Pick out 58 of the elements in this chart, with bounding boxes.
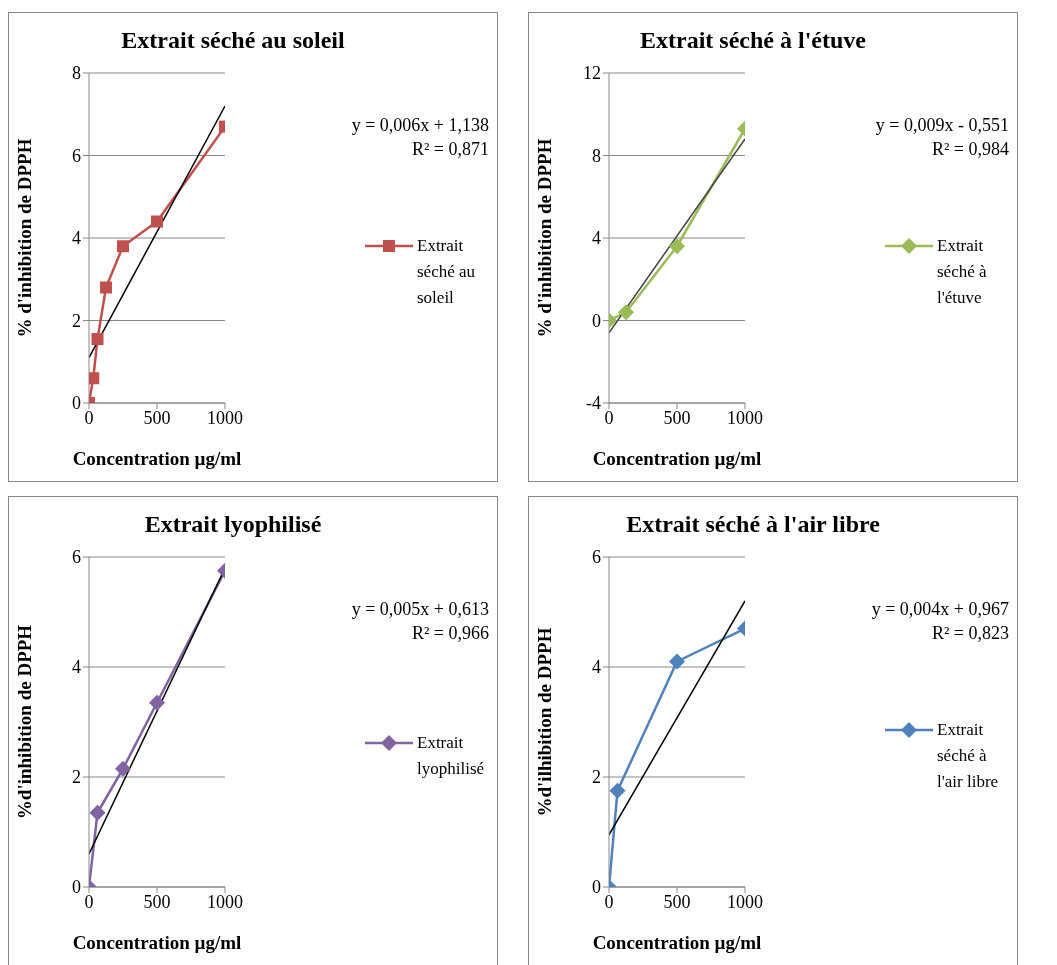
y-tick-label: 0: [72, 393, 81, 414]
y-tick-label: 4: [72, 228, 81, 249]
point: [100, 281, 112, 294]
y-tick-label: 0: [72, 877, 81, 898]
text: y = 0,005x + 0,613: [351, 598, 489, 621]
y-axis-title: %d'ilhibition de DPPH: [533, 627, 555, 817]
x-tick-label: 1000: [727, 891, 763, 912]
x-tick-label: 500: [143, 891, 171, 912]
point: [117, 240, 129, 253]
x-tick-label: 1000: [207, 891, 243, 912]
x-axis-title: Concentration µg/ml: [592, 448, 762, 469]
x-axis-title: Concentration µg/ml: [592, 932, 762, 953]
text: R² = 0,823: [930, 622, 1009, 645]
y-tick-label: 0: [592, 877, 601, 898]
text: y = 0,009x - 0,551: [875, 114, 1009, 137]
y-tick-label: -4: [586, 393, 601, 414]
legend-label: Extrait séché à l'étuve: [937, 234, 988, 309]
y-tick-label: 8: [72, 63, 81, 84]
point: [91, 333, 104, 346]
point: [89, 372, 100, 385]
y-tick-label: 4: [592, 657, 601, 678]
text: R² = 0,966: [410, 622, 489, 645]
y-tick-label: 12: [583, 63, 601, 84]
y-tick-label: 6: [72, 145, 81, 166]
legend-label: Extrait lyophilisé: [417, 731, 485, 780]
y-tick-label: 0: [592, 310, 601, 331]
x-tick-label: 1000: [207, 407, 243, 428]
y-tick-label: 2: [72, 767, 81, 788]
x-axis-title: Concentration µg/ml: [72, 932, 242, 953]
y-tick-label: 4: [72, 657, 81, 678]
chart-title: Extrait séché à l'air libre: [625, 510, 881, 539]
point: [115, 760, 131, 777]
y-axis-title: % d'inhibition de DPPH: [13, 138, 35, 338]
text: R² = 0,984: [930, 138, 1009, 161]
y-tick-label: 6: [592, 547, 601, 568]
chart-title: Extrait séché à l'étuve: [639, 26, 867, 55]
y-tick-label: 2: [72, 310, 81, 331]
y-tick-label: 2: [592, 767, 601, 788]
y-axis-title: %d'inhibition de DPPH: [13, 624, 35, 820]
chart-title: Extrait séché au soleil: [120, 26, 346, 55]
legend-label: Extrait séché à l'air libre: [937, 718, 1000, 793]
legend-label: Extrait séché au soleil: [417, 234, 477, 309]
point: [151, 215, 163, 228]
text: y = 0,006x + 1,138: [351, 114, 489, 137]
y-tick-label: 8: [592, 145, 601, 166]
point: [89, 804, 106, 821]
text: y = 0,004x + 0,967: [871, 598, 1009, 621]
x-tick-label: 500: [143, 407, 171, 428]
y-tick-label: 4: [592, 228, 601, 249]
x-tick-label: 500: [663, 891, 691, 912]
x-tick-label: 1000: [727, 407, 763, 428]
y-axis-title: % d'inhibition de DPPH: [533, 138, 555, 338]
x-axis-title: Concentration µg/ml: [72, 448, 242, 469]
y-tick-label: 6: [72, 547, 81, 568]
x-tick-label: 500: [663, 407, 691, 428]
chart-title: Extrait lyophilisé: [143, 510, 323, 539]
point: [149, 694, 165, 711]
text: R² = 0,871: [410, 138, 489, 161]
